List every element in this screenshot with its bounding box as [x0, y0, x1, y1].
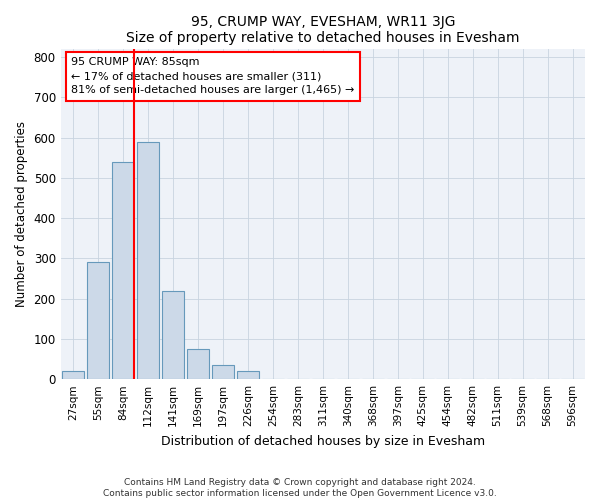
Bar — [137, 142, 159, 379]
Y-axis label: Number of detached properties: Number of detached properties — [15, 121, 28, 307]
X-axis label: Distribution of detached houses by size in Evesham: Distribution of detached houses by size … — [161, 434, 485, 448]
Text: 95 CRUMP WAY: 85sqm
← 17% of detached houses are smaller (311)
81% of semi-detac: 95 CRUMP WAY: 85sqm ← 17% of detached ho… — [71, 58, 355, 96]
Bar — [62, 371, 85, 379]
Bar — [87, 262, 109, 379]
Bar — [187, 349, 209, 379]
Title: 95, CRUMP WAY, EVESHAM, WR11 3JG
Size of property relative to detached houses in: 95, CRUMP WAY, EVESHAM, WR11 3JG Size of… — [126, 15, 520, 45]
Bar — [212, 365, 234, 379]
Bar — [236, 371, 259, 379]
Bar — [162, 290, 184, 379]
Bar — [112, 162, 134, 379]
Text: Contains HM Land Registry data © Crown copyright and database right 2024.
Contai: Contains HM Land Registry data © Crown c… — [103, 478, 497, 498]
